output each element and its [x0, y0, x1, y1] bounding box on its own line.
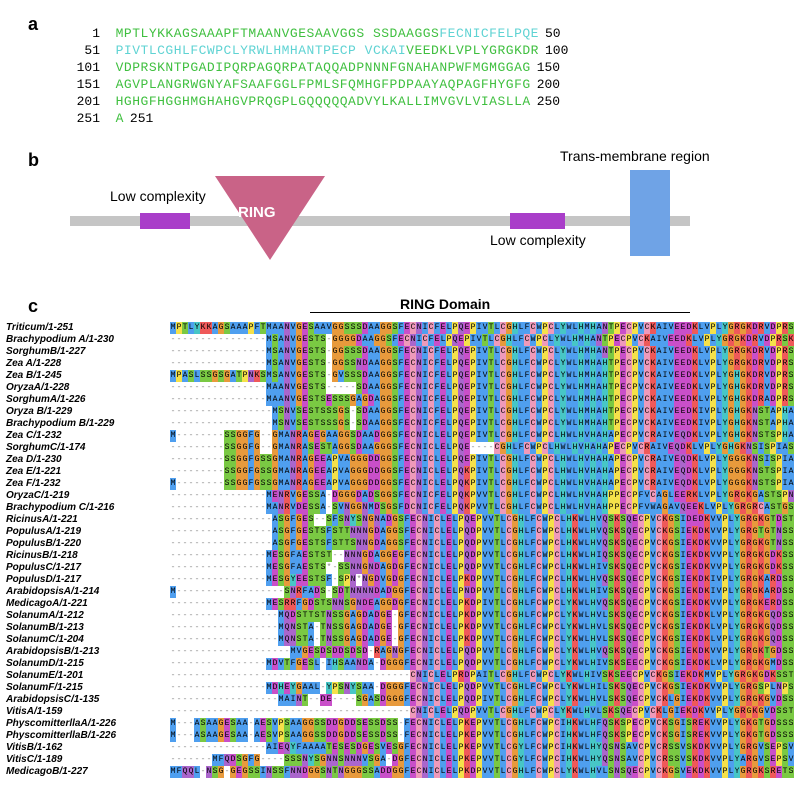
species-label: PhyscomitterllaA/1-226 — [6, 718, 116, 730]
alignment-row: ---------SSGGFG--GMANRASESTAGGSDAAGGGSFE… — [170, 442, 794, 454]
alignment-row: ----------------MANRVDESSA-SVNGGNMDSGSFD… — [170, 502, 794, 514]
alignment-row: -------MFQDSGFG----SSSNYSGNNSNNNVSGA-DGF… — [170, 754, 794, 766]
alignment-row: ----------------MESGFAESTST--NNNGDAGGEGF… — [170, 550, 794, 562]
sequence-block: 1 MPTLYKKAGSAAAPFTMAANVGESAAVGGS SSDAAGG… — [60, 26, 585, 128]
alignment-row: ----------------------------------------… — [170, 706, 794, 718]
alignment-row: ------------------MQDSTTSTNSSGAGDADGE-GF… — [170, 610, 794, 622]
species-label: OryzaC/1-219 — [6, 490, 116, 502]
alignment-row: ----------------MSANVGESTS-GGSSNDAAGGSFE… — [170, 358, 794, 370]
species-label: Zea E/1-221 — [6, 466, 116, 478]
alignment-row: ---------SSGGFGSSGMANRAGEEAPVAGGGDDGGSFE… — [170, 466, 794, 478]
panel-b-label: b — [28, 150, 39, 171]
ring-domain-header: RING Domain — [400, 296, 490, 312]
species-label: SorghumC/1-174 — [6, 442, 116, 454]
alignment-row: ---------SSGGFGSSGMANRAGEEAPVAGGGDDGGSFE… — [170, 454, 794, 466]
species-label: RicinusA/1-221 — [6, 514, 116, 526]
alignment-row: ----------------AIEQYFAAAATESESDGESVESGF… — [170, 742, 794, 754]
alignment-grid: MPTLYKKAGSAAAPFTMAANVGESAAVGGSSSDAAGGSFE… — [170, 322, 794, 778]
species-name-column: Triticum/1-251Brachypodium A/1-230Sorghu… — [6, 322, 116, 778]
alignment-row: -----------------ASGFGESTSFSTTNNNGDAGGSF… — [170, 526, 794, 538]
tm-label: Trans-membrane region — [560, 148, 710, 164]
alignment-row: ----------------MSANVGESTS-GGGGDAAGGSFEC… — [170, 334, 794, 346]
alignment-row: ----------------MESRRFGDSTSNNSGNDEAGGDGF… — [170, 598, 794, 610]
species-label: OryzaA/1-228 — [6, 382, 116, 394]
alignment-row: M---ASAAGESAA-AESVPSAAGGSSDDGDDSESSDSS-F… — [170, 730, 794, 742]
panel-c-label: c — [28, 296, 38, 317]
species-label: SorghumB/1-227 — [6, 346, 116, 358]
species-label: VitisB/1-162 — [6, 742, 116, 754]
alignment-row: ------------------MQNSTA-TNSSGAGDADGE-GF… — [170, 634, 794, 646]
alignment-row: -----------------MSNVSESTSSSGS-SDAAGGSFE… — [170, 406, 794, 418]
lc-label-1: Low complexity — [110, 188, 206, 204]
species-label: Zea D/1-230 — [6, 454, 116, 466]
species-label: MedicagoB/1-227 — [6, 766, 116, 778]
species-label: VitisC/1-189 — [6, 754, 116, 766]
transmembrane-region — [630, 170, 670, 256]
species-label: Brachypodium C/1-216 — [6, 502, 116, 514]
alignment-row: M---ASAAGESAA-AESVPSAAGGSSDDGDDSESSDSS-F… — [170, 718, 794, 730]
species-label: ArabidopsisB/1-213 — [6, 646, 116, 658]
alignment-row: ----------------MESGFAESTS*-SSNNGNDAGDGF… — [170, 562, 794, 574]
species-label: SolanumB/1-213 — [6, 622, 116, 634]
species-label: PopulusD/1-217 — [6, 574, 116, 586]
species-label: Brachypodium A/1-230 — [6, 334, 116, 346]
species-label: Zea B/1-245 — [6, 370, 116, 382]
species-label: PopulusA/1-219 — [6, 526, 116, 538]
alignment-row: ----------------MAANVGESTS-----SDAAGGSFE… — [170, 382, 794, 394]
species-label: SolanumE/1-201 — [6, 670, 116, 682]
alignment-row: ------------------MQNSTA-TNSSGAGDADGE-GF… — [170, 622, 794, 634]
alignment-row: M--------SSGGFGSSGMANRAGEEAPVAGGGDDGGSFE… — [170, 478, 794, 490]
species-label: Oryza B/1-229 — [6, 406, 116, 418]
alignment-row: MPASLSSGSGATPNKSMSANVGESTS-GVSSSDAAGGSFE… — [170, 370, 794, 382]
species-label: VitisA/1-159 — [6, 706, 116, 718]
alignment-row: -----------------MSNVSESTSSSGS-SDAAGGSFE… — [170, 418, 794, 430]
species-label: PopulusB/1-220 — [6, 538, 116, 550]
domain-diagram: RING Low complexity Low complexity Trans… — [70, 160, 730, 270]
species-label: SolanumD/1-215 — [6, 658, 116, 670]
alignment-row: --------------------MVGESDSDDSDSD-RAGNGF… — [170, 646, 794, 658]
panel-a-label: a — [28, 14, 38, 35]
species-label: SolanumF/1-215 — [6, 682, 116, 694]
species-label: Triticum/1-251 — [6, 322, 116, 334]
lc-label-2: Low complexity — [490, 232, 586, 248]
species-label: MedicagoA/1-221 — [6, 598, 116, 610]
alignment-row: ----------------MDHEYGAAL-YPSNYSAA-DGGGF… — [170, 682, 794, 694]
low-complexity-2 — [510, 213, 565, 229]
alignment-row: M------------------SNRFADS-SDTNNNNDADGGF… — [170, 586, 794, 598]
alignment-row: ----------------MSANVGESTS-GGSSSDAAGGSFE… — [170, 346, 794, 358]
species-label: PhyscomitterllaB/1-226 — [6, 730, 116, 742]
alignment-row: ----------------MENRVGESSA-DGGGDADSGGSFE… — [170, 490, 794, 502]
species-label: RicinusB/1-218 — [6, 550, 116, 562]
alignment-row: -----------------ASGFGESTSFSTTSNNGDAGGSF… — [170, 538, 794, 550]
alignment-row: M--------SSGGFG--GMANRAGEGAAGGSDAADGGSFE… — [170, 430, 794, 442]
species-label: Zea C/1-232 — [6, 430, 116, 442]
alignment-row: ------------------MAINT--DE----SGASDGGGF… — [170, 694, 794, 706]
species-label: SolanumA/1-212 — [6, 610, 116, 622]
species-label: ArabidopsisA/1-214 — [6, 586, 116, 598]
alignment-row: ----------------MAANVGESTSESSSGAGDAGGSFE… — [170, 394, 794, 406]
low-complexity-1 — [140, 213, 190, 229]
species-label: Zea F/1-232 — [6, 478, 116, 490]
alignment-row: MFQQL-NSG-GEGSSINSSFNNDGGSNTNGGGSSADDGGF… — [170, 766, 794, 778]
ring-label: RING — [238, 204, 276, 221]
species-label: Zea A/1-228 — [6, 358, 116, 370]
alignment-row: ----------------MDVTFGESL-IHSAANDA-DGGGF… — [170, 658, 794, 670]
species-label: SolanumC/1-204 — [6, 634, 116, 646]
ring-domain-underline — [310, 312, 690, 313]
alignment-row: -----------------ASGFGES--SFSNYSNGNADGSF… — [170, 514, 794, 526]
species-label: PopulusC/1-217 — [6, 562, 116, 574]
alignment-row: ----------------MESGYEESTSF-SPN*NGDVGDGF… — [170, 574, 794, 586]
species-label: ArabidopsisC/1-135 — [6, 694, 116, 706]
alignment-row: ----------------------------------------… — [170, 670, 794, 682]
species-label: Brachypodium B/1-229 — [6, 418, 116, 430]
species-label: SorghumA/1-226 — [6, 394, 116, 406]
alignment-row: MPTLYKKAGSAAAPFTMAANVGESAAVGGSSSDAAGGSFE… — [170, 322, 794, 334]
